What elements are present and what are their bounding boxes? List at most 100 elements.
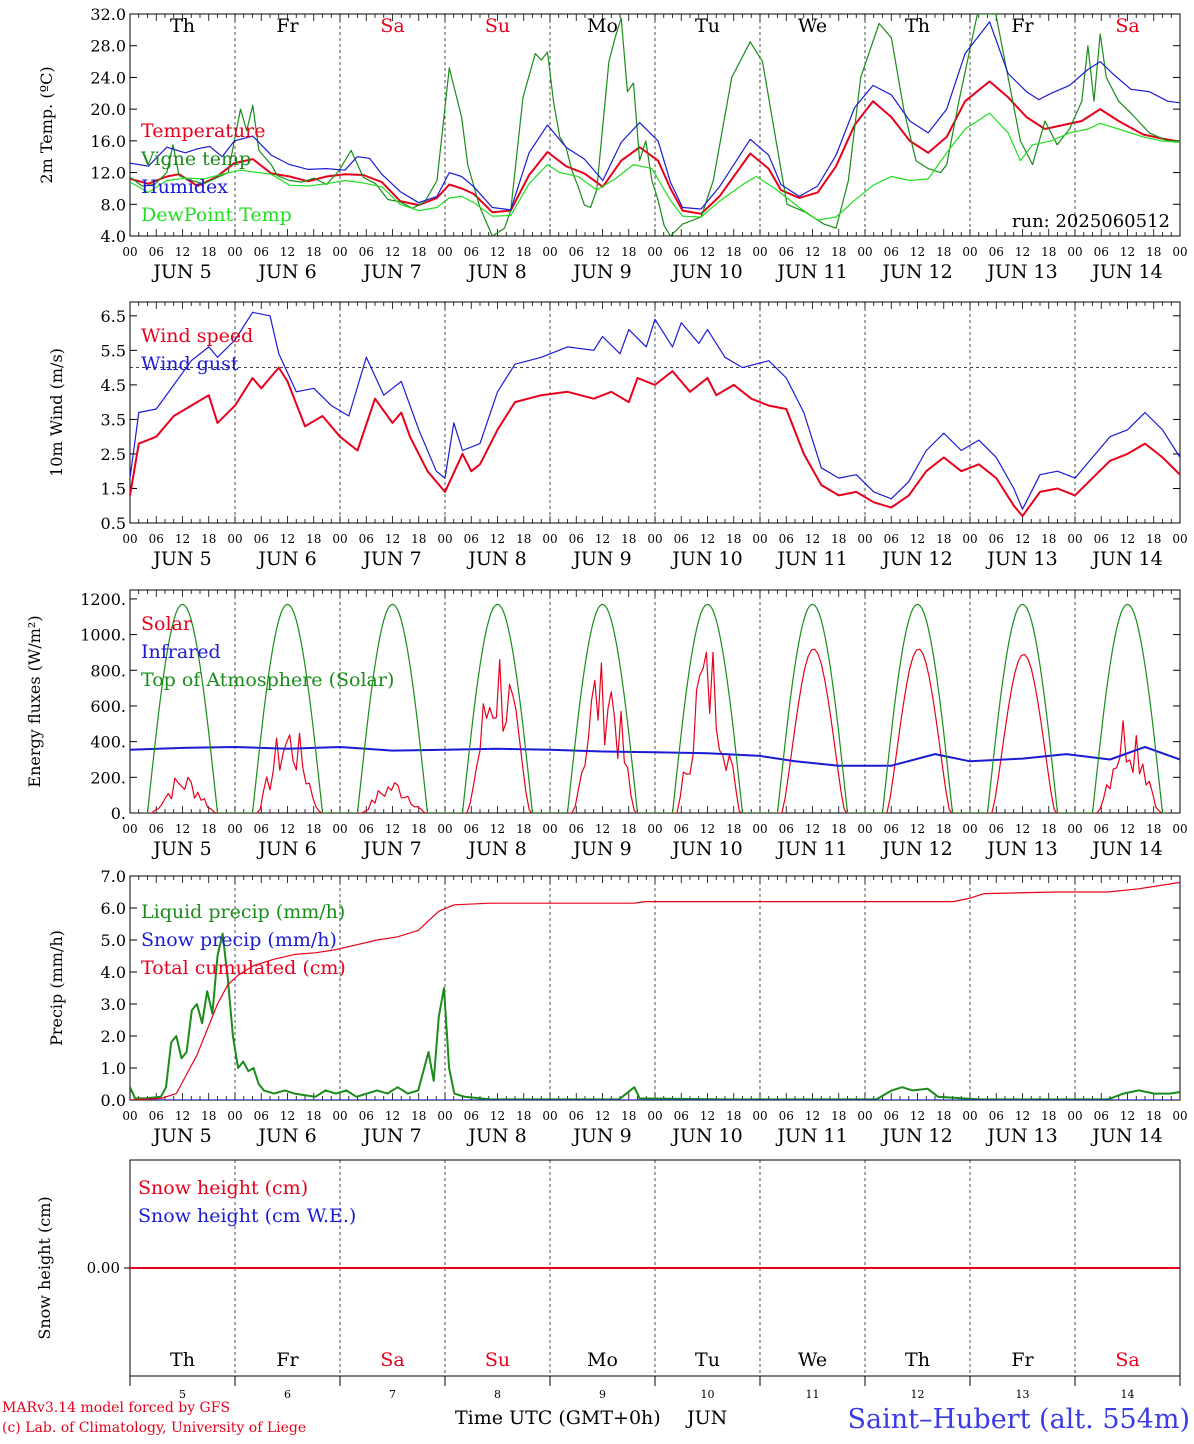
series-line-solar: [149, 648, 1162, 813]
y-tick-label: 24.0: [90, 68, 126, 87]
hour-label: 06: [884, 1109, 899, 1123]
hour-label: 12: [700, 822, 715, 836]
hour-label: 00: [332, 532, 347, 546]
series-line-total-cumulated-cm-: [130, 881, 1180, 1100]
hour-label: 18: [726, 822, 741, 836]
hour-label: 00: [647, 245, 662, 259]
date-label: JUN 8: [466, 261, 526, 283]
hour-label: 00: [1172, 822, 1187, 836]
y-tick-label: 1.0: [101, 1059, 126, 1078]
series-group: [130, 311, 1180, 518]
series-line-dewpoint-temp: [130, 112, 1180, 221]
date-label: JUN 14: [1090, 548, 1162, 570]
hour-label: 06: [989, 822, 1004, 836]
hour-label: 00: [437, 822, 452, 836]
hour-label: 00: [962, 532, 977, 546]
hour-label: 12: [910, 532, 925, 546]
hour-label: 12: [175, 1109, 190, 1123]
hour-label: 06: [674, 532, 689, 546]
hour-label: 12: [1015, 1109, 1030, 1123]
day-of-week-label: Sa: [1115, 1349, 1139, 1371]
hour-label: 12: [280, 1109, 295, 1123]
bottom-day-number: 14: [1121, 1388, 1135, 1401]
hour-label: 12: [910, 245, 925, 259]
hour-label: 00: [962, 245, 977, 259]
panel-frame: [129, 589, 1181, 814]
y-tick-label: 16.0: [90, 132, 126, 151]
hour-label: 12: [1120, 822, 1135, 836]
hour-label: 18: [831, 822, 846, 836]
bottom-day-number: 11: [806, 1388, 820, 1401]
date-label: JUN 11: [775, 261, 847, 283]
legend-label: Snow height (cm): [138, 1177, 308, 1199]
hour-label: 12: [595, 1109, 610, 1123]
hour-label: 06: [149, 245, 164, 259]
hour-label: 18: [936, 532, 951, 546]
date-label: JUN 10: [670, 261, 742, 283]
hour-label: 12: [175, 532, 190, 546]
hour-label: 18: [516, 822, 531, 836]
hour-label: 00: [1067, 532, 1082, 546]
hour-label: 12: [385, 1109, 400, 1123]
hour-label: 06: [359, 822, 374, 836]
hour-label: 00: [647, 1109, 662, 1123]
bottom-day-number: 5: [179, 1388, 186, 1401]
hour-label: 06: [674, 1109, 689, 1123]
date-label: JUN 11: [775, 1125, 847, 1147]
hour-label: 00: [332, 1109, 347, 1123]
y-tick-label: 0.: [111, 804, 126, 823]
hour-label: 12: [1120, 1109, 1135, 1123]
day-of-week-label: Tu: [695, 1349, 720, 1371]
hour-label: 06: [569, 1109, 584, 1123]
date-label: JUN 9: [571, 838, 631, 860]
hour-label: 00: [122, 245, 137, 259]
y-axis-label: Snow height (cm): [35, 1196, 54, 1339]
series-line-top-of-atmosphere-solar-: [145, 603, 1165, 813]
day-of-week-label: Mo: [587, 1349, 618, 1371]
hour-label: 12: [490, 822, 505, 836]
hour-label: 06: [1094, 245, 1109, 259]
legend-label: Humidex: [141, 176, 228, 198]
y-tick-label: 0.5: [101, 514, 126, 533]
hour-label: 06: [674, 822, 689, 836]
y-tick-label: 400.: [90, 733, 126, 752]
run-annotation: run: 2025060512: [1012, 211, 1170, 232]
day-of-week-label: Th: [905, 1349, 930, 1371]
hour-label: 18: [201, 245, 216, 259]
y-tick-label: 3.5: [101, 410, 126, 429]
hour-label: 18: [1041, 245, 1056, 259]
hour-label: 18: [831, 1109, 846, 1123]
legend-label: Temperature: [141, 120, 265, 142]
hour-label: 06: [359, 245, 374, 259]
date-label: JUN 5: [151, 548, 211, 570]
hour-label: 00: [1067, 1109, 1082, 1123]
date-label: JUN 5: [151, 1125, 211, 1147]
hour-label: 00: [227, 1109, 242, 1123]
hour-label: 18: [411, 532, 426, 546]
hour-label: 00: [857, 1109, 872, 1123]
hour-label: 06: [779, 822, 794, 836]
day-of-week-label: Fr: [276, 1349, 299, 1371]
hour-label: 12: [595, 245, 610, 259]
series-group: [130, 603, 1180, 813]
y-tick-label: 1000.: [80, 626, 126, 645]
hour-label: 12: [700, 1109, 715, 1123]
hour-label: 06: [464, 245, 479, 259]
hour-label: 18: [621, 532, 636, 546]
hour-label: 18: [936, 822, 951, 836]
hour-label: 12: [805, 532, 820, 546]
hour-label: 00: [332, 245, 347, 259]
hour-label: 18: [306, 245, 321, 259]
hour-label: 18: [306, 822, 321, 836]
hour-label: 18: [516, 532, 531, 546]
hour-label: 12: [910, 822, 925, 836]
hour-label: 18: [411, 822, 426, 836]
y-tick-label: 2.0: [101, 1027, 126, 1046]
time-axis-label: Time UTC (GMT+0h): [455, 1407, 661, 1429]
hour-label: 12: [805, 245, 820, 259]
y-tick-label: 28.0: [90, 37, 126, 56]
hour-label: 00: [437, 1109, 452, 1123]
hour-label: 06: [1094, 532, 1109, 546]
hour-label: 00: [227, 822, 242, 836]
